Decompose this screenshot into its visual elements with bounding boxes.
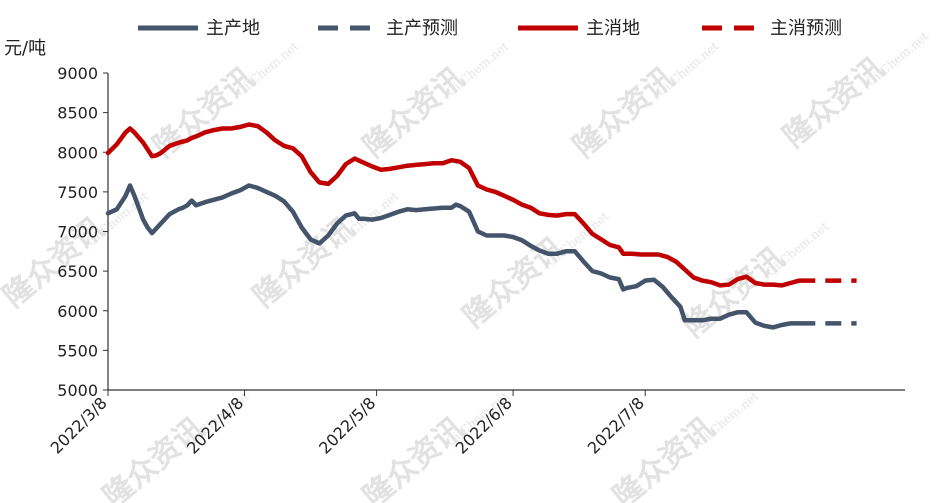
series-line xyxy=(105,122,802,288)
legend-label: 主产预测 xyxy=(386,18,458,39)
y-tick-label: 7000 xyxy=(57,223,98,242)
y-tick-label: 6000 xyxy=(57,302,98,321)
legend-label: 主消预测 xyxy=(770,18,842,39)
watermark-brand: 隆众资讯 xyxy=(247,211,361,315)
y-axis-unit-label: 元/吨 xyxy=(4,38,46,59)
watermark-brand: 隆众资讯 xyxy=(777,51,891,155)
x-tick-label: 2022/7/8 xyxy=(584,393,648,457)
watermark-brand: 隆众资讯 xyxy=(357,61,471,165)
y-tick-label: 5000 xyxy=(57,381,98,400)
y-tick-label: 5500 xyxy=(57,341,98,360)
chart-legend: 主产地 主产预测 主消地 主消预测 xyxy=(138,18,842,39)
legend-label: 主消地 xyxy=(586,18,640,39)
y-tick-label: 8000 xyxy=(57,143,98,162)
legend-label: 主产地 xyxy=(206,18,260,39)
watermark-brand: 隆众资讯 xyxy=(567,61,681,165)
x-tick-label: 2022/5/8 xyxy=(315,393,379,457)
series-layer xyxy=(105,122,857,330)
y-axis: 5000 5500 6000 6500 7000 7500 8000 8500 9000 xyxy=(57,64,109,400)
y-tick-label: 6500 xyxy=(57,262,98,281)
y-tick-label: 8500 xyxy=(57,104,98,123)
x-tick-label: 2022/3/8 xyxy=(47,393,111,457)
y-tick-label: 9000 xyxy=(57,64,98,83)
watermark-brand: 隆众资讯 xyxy=(97,411,211,503)
y-tick-label: 7500 xyxy=(57,183,98,202)
series-line xyxy=(105,183,802,330)
watermark-brand: 隆众资讯 xyxy=(357,411,471,503)
watermark-brand: 隆众资讯 xyxy=(457,231,571,335)
